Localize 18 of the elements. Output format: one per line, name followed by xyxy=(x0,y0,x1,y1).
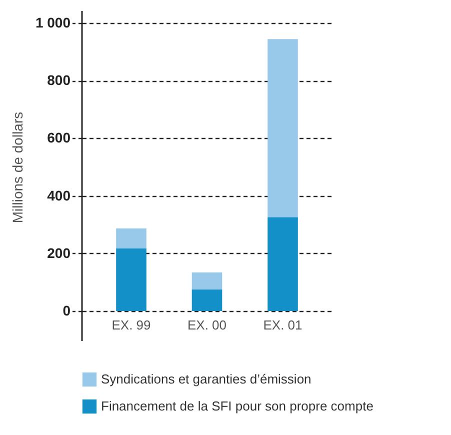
y-tick-label: 200 xyxy=(47,244,71,261)
bar xyxy=(116,248,146,311)
bar xyxy=(268,39,298,218)
x-tick-label: EX. 99 xyxy=(112,318,151,332)
y-tick-label: 1 000 xyxy=(35,14,71,30)
x-tick-label: EX. 00 xyxy=(187,318,227,332)
bar xyxy=(192,272,222,290)
y-tick-label: 0 xyxy=(62,302,71,318)
y-tick-label: 400 xyxy=(47,187,71,204)
bar xyxy=(116,228,146,248)
legend-label: Financement de la SFI pour son propre compte xyxy=(101,398,374,414)
y-axis-title: Millions de dollars xyxy=(9,112,26,224)
legend-label: Syndications et garanties d’émission xyxy=(101,372,312,386)
x-tick-label: EX. 01 xyxy=(263,318,302,332)
y-tick-label: 800 xyxy=(47,72,71,88)
bar xyxy=(192,289,222,311)
bar xyxy=(268,217,298,311)
y-tick-label: 600 xyxy=(47,130,71,146)
